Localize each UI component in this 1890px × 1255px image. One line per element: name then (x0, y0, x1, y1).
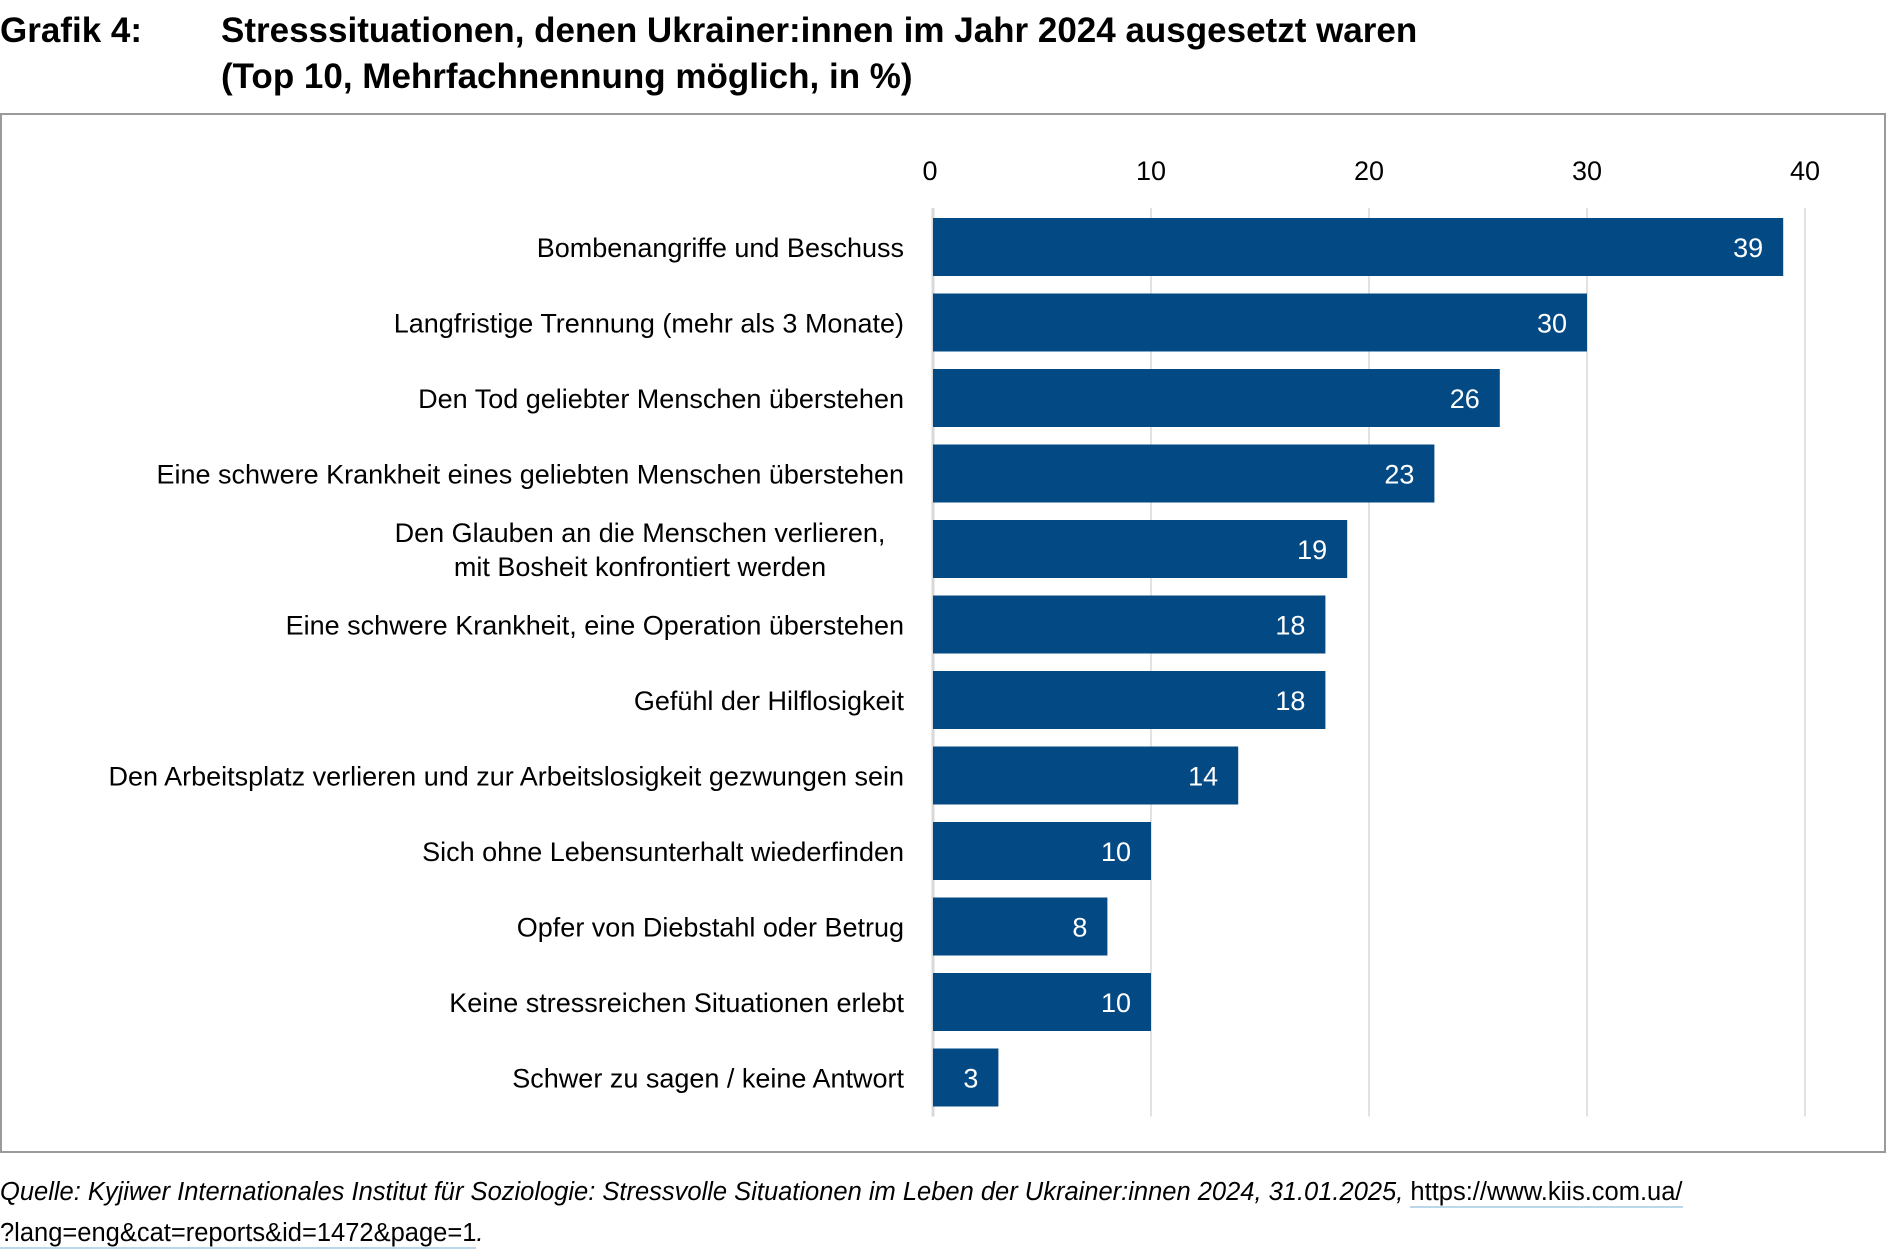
x-tick-label: 0 (922, 156, 937, 186)
category-label-line: Den Glauben an die Menschen verlieren, (395, 518, 886, 548)
category-label: Sich ohne Lebensunterhalt wiederfinden (422, 837, 904, 867)
bar (933, 822, 1151, 880)
category-labels: Bombenangriffe und Beschuss Langfristige … (109, 233, 905, 1094)
source-link-part-1[interactable]: https://www.kiis.com.ua/ (1410, 1178, 1683, 1208)
category-label: Eine schwere Krankheit, eine Operation ü… (286, 611, 904, 641)
bar-value-label: 18 (1275, 686, 1305, 716)
bar (933, 520, 1348, 578)
category-label: Bombenangriffe und Beschuss (537, 233, 904, 263)
source-line-1: Quelle: Kyjiwer Internationales Institut… (0, 1172, 1890, 1213)
bar (933, 746, 1239, 805)
chart-title-line-2: (Top 10, Mehrfachnennung möglich, in %) (221, 57, 913, 96)
bar (933, 1048, 999, 1107)
source-trailing: . (476, 1219, 484, 1247)
x-axis-ticks: 0 10 20 30 40 (922, 156, 1820, 186)
bar-value-label: 14 (1188, 762, 1218, 792)
bar-value-label: 26 (1450, 384, 1480, 414)
category-label-line: mit Bosheit konfrontiert werden (454, 552, 826, 582)
category-label: Den Tod geliebter Menschen überstehen (418, 384, 904, 414)
x-tick-label: 10 (1136, 156, 1166, 186)
bar-value-label: 19 (1297, 535, 1327, 565)
category-label: Den Arbeitsplatz verlieren und zur Arbei… (109, 762, 904, 792)
bars: 39 30 26 23 19 18 18 14 10 8 10 3 (933, 218, 1784, 1107)
bar-value-label: 10 (1101, 837, 1131, 867)
category-label: Langfristige Trennung (mehr als 3 Monate… (394, 309, 904, 339)
source-line-2: ?lang=eng&cat=reports&id=1472&page=1. (0, 1213, 1890, 1254)
bar (933, 595, 1326, 654)
bar (933, 671, 1326, 729)
bar-value-label: 8 (1072, 913, 1087, 943)
bar-value-label: 30 (1537, 309, 1567, 339)
bar-value-label: 18 (1275, 611, 1305, 641)
category-label: Keine stressreichen Situationen erlebt (449, 988, 904, 1018)
figure-label: Grafik 4: (0, 11, 142, 50)
chart-title: Stresssituationen, denen Ukrainer:innen … (221, 8, 1417, 100)
bar (933, 293, 1587, 352)
bar (933, 897, 1108, 956)
category-label: Eine schwere Krankheit eines geliebten M… (157, 460, 904, 490)
bar-value-label: 10 (1101, 988, 1131, 1018)
category-label: Gefühl der Hilflosigkeit (634, 686, 905, 716)
x-tick-label: 20 (1354, 156, 1384, 186)
category-label: Opfer von Diebstahl oder Betrug (517, 913, 904, 943)
bar-value-label: 3 (963, 1064, 978, 1094)
x-tick-label: 40 (1790, 156, 1820, 186)
bar (933, 973, 1151, 1031)
source-note: Quelle: Kyjiwer Internationales Institut… (0, 1172, 1890, 1254)
chart-title-line-1: Stresssituationen, denen Ukrainer:innen … (221, 11, 1418, 50)
bar (933, 218, 1784, 276)
source-text: Quelle: Kyjiwer Internationales Institut… (0, 1178, 1411, 1206)
bar-value-label: 23 (1384, 460, 1414, 490)
category-label: Den Glauben an die Menschen verlieren, mi… (395, 518, 886, 582)
x-tick-label: 30 (1572, 156, 1602, 186)
category-label: Schwer zu sagen / keine Antwort (512, 1064, 904, 1094)
bar (933, 444, 1435, 503)
source-link-part-2[interactable]: ?lang=eng&cat=reports&id=1472&page=1 (0, 1219, 477, 1249)
bar (933, 369, 1500, 427)
gridlines (931, 208, 1806, 1117)
bar-value-label: 39 (1733, 233, 1763, 263)
